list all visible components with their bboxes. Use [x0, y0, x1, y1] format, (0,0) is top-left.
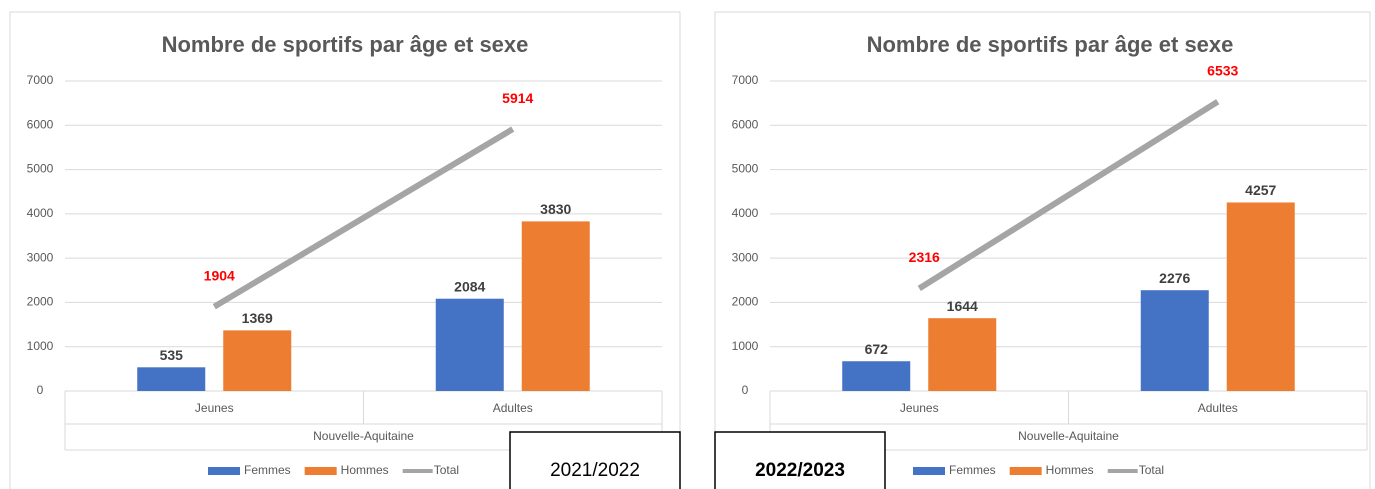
data-label: 672 — [865, 341, 889, 357]
legend-swatch — [304, 467, 337, 475]
data-label: 2316 — [909, 249, 940, 265]
total-line — [917, 99, 1220, 291]
y-tick-label: 3000 — [732, 250, 759, 264]
y-tick-label: 2000 — [732, 295, 759, 309]
bar — [521, 221, 590, 391]
y-tick-label: 7000 — [27, 73, 54, 87]
bar — [1140, 290, 1209, 391]
y-tick-label: 1000 — [732, 339, 759, 353]
y-tick-label: 3000 — [27, 250, 54, 264]
chart-frame — [9, 11, 681, 489]
data-label: 1904 — [204, 267, 235, 283]
y-tick-label: 5000 — [732, 162, 759, 176]
y-tick-label: 0 — [37, 383, 44, 397]
data-label: 3830 — [540, 201, 571, 217]
data-label: 1369 — [242, 310, 273, 326]
caption-box — [509, 431, 681, 489]
data-label: 2084 — [454, 278, 485, 294]
legend-swatch — [208, 467, 240, 475]
total-line — [212, 126, 515, 310]
legend-label: Hommes — [341, 463, 389, 477]
legend-label: Femmes — [244, 463, 291, 477]
legend-label: Total — [434, 463, 459, 477]
y-tick-label: 4000 — [27, 206, 54, 220]
y-tick-label: 1000 — [27, 339, 54, 353]
chart-title: Nombre de sportifs par âge et sexe — [867, 32, 1234, 57]
caption: 2022/2023 — [755, 460, 845, 481]
group-label: Nouvelle-Aquitaine — [1018, 429, 1119, 443]
data-label: 535 — [160, 347, 184, 363]
bar — [435, 298, 504, 391]
legend-label: Hommes — [1046, 463, 1094, 477]
legend-swatch — [1009, 467, 1042, 475]
data-label: 2276 — [1159, 270, 1190, 286]
y-tick-label: 7000 — [732, 73, 759, 87]
data-label: 4257 — [1245, 182, 1276, 198]
group-label: Nouvelle-Aquitaine — [313, 429, 414, 443]
data-label: 6533 — [1207, 62, 1238, 78]
y-tick-label: 6000 — [732, 117, 759, 131]
legend-swatch — [913, 467, 945, 475]
y-tick-label: 6000 — [27, 117, 54, 131]
legend-label: Total — [1139, 463, 1164, 477]
data-label: 5914 — [502, 90, 533, 106]
x-tick-label: Jeunes — [900, 401, 939, 415]
bar — [223, 330, 292, 391]
y-tick-label: 2000 — [27, 295, 54, 309]
caption: 2021/2022 — [550, 460, 640, 481]
bar — [928, 318, 997, 391]
legend-label: Femmes — [949, 463, 996, 477]
y-tick-label: 0 — [742, 383, 749, 397]
bar — [842, 361, 911, 391]
caption-box — [714, 431, 886, 489]
data-label: 1644 — [947, 298, 978, 314]
chart-frame — [714, 11, 1371, 489]
y-tick-label: 5000 — [27, 162, 54, 176]
x-tick-label: Adultes — [493, 401, 533, 415]
chart-title: Nombre de sportifs par âge et sexe — [162, 32, 529, 57]
x-tick-label: Adultes — [1198, 401, 1238, 415]
y-tick-label: 4000 — [732, 206, 759, 220]
bar — [1226, 202, 1295, 391]
bar — [137, 367, 206, 391]
x-tick-label: Jeunes — [195, 401, 234, 415]
